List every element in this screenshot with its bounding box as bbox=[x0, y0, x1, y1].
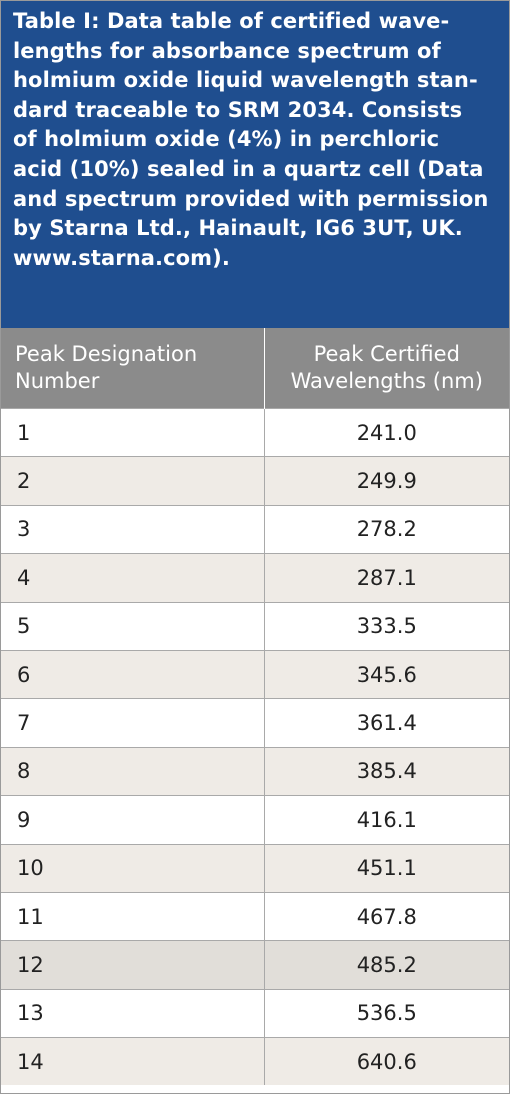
data-table: Peak Designation Number Peak Certified W… bbox=[1, 328, 509, 1086]
table-row: 1 241.0 bbox=[1, 407, 509, 457]
table-title: Table I: Data table of certified wave- l… bbox=[1, 1, 509, 328]
wavelength: 385.4 bbox=[264, 746, 509, 796]
peak-number: 2 bbox=[1, 456, 265, 506]
table-row: 2 249.9 bbox=[1, 456, 509, 506]
wavelength: 361.4 bbox=[264, 698, 509, 748]
wavelength: 467.8 bbox=[264, 891, 509, 941]
peak-number: 12 bbox=[1, 940, 265, 990]
peak-number: 3 bbox=[1, 504, 265, 554]
table-row: 6 345.6 bbox=[1, 649, 509, 699]
table-row: 4 287.1 bbox=[1, 553, 509, 603]
wavelength: 485.2 bbox=[264, 940, 509, 990]
peak-number: 13 bbox=[1, 988, 265, 1038]
table-row: 11 467.8 bbox=[1, 891, 509, 941]
peak-number: 14 bbox=[1, 1037, 265, 1086]
header-row: Peak Designation Number Peak Certified W… bbox=[1, 328, 509, 409]
wavelength: 333.5 bbox=[264, 601, 509, 651]
table-row: 13 536.5 bbox=[1, 988, 509, 1038]
table-row: 14 640.6 bbox=[1, 1037, 509, 1086]
peak-number: 5 bbox=[1, 601, 265, 651]
header-cell: Peak Certified Wavelengths (nm) bbox=[264, 328, 509, 409]
wavelength: 345.6 bbox=[264, 649, 509, 699]
table-row: 3 278.2 bbox=[1, 504, 509, 554]
table-row: 9 416.1 bbox=[1, 795, 509, 845]
peak-number: 9 bbox=[1, 795, 265, 845]
wavelength: 249.9 bbox=[264, 456, 509, 506]
table-row: 8 385.4 bbox=[1, 746, 509, 796]
wavelength: 278.2 bbox=[264, 504, 509, 554]
peak-number: 7 bbox=[1, 698, 265, 748]
wavelength: 536.5 bbox=[264, 988, 509, 1038]
peak-number: 1 bbox=[1, 407, 265, 457]
wavelength: 287.1 bbox=[264, 553, 509, 603]
table-row: 12 485.2 bbox=[1, 940, 509, 990]
peak-number: 8 bbox=[1, 746, 265, 796]
table-row: 7 361.4 bbox=[1, 698, 509, 748]
peak-number: 10 bbox=[1, 843, 265, 893]
wavelength: 241.0 bbox=[264, 407, 509, 457]
wavelength: 416.1 bbox=[264, 795, 509, 845]
table-row: 5 333.5 bbox=[1, 601, 509, 651]
header-cell: Peak Designation Number bbox=[1, 328, 265, 409]
table-row: 10 451.1 bbox=[1, 843, 509, 893]
peak-number: 4 bbox=[1, 553, 265, 603]
wavelength: 640.6 bbox=[264, 1037, 509, 1086]
peak-number: 6 bbox=[1, 649, 265, 699]
peak-number: 11 bbox=[1, 891, 265, 941]
wavelength: 451.1 bbox=[264, 843, 509, 893]
